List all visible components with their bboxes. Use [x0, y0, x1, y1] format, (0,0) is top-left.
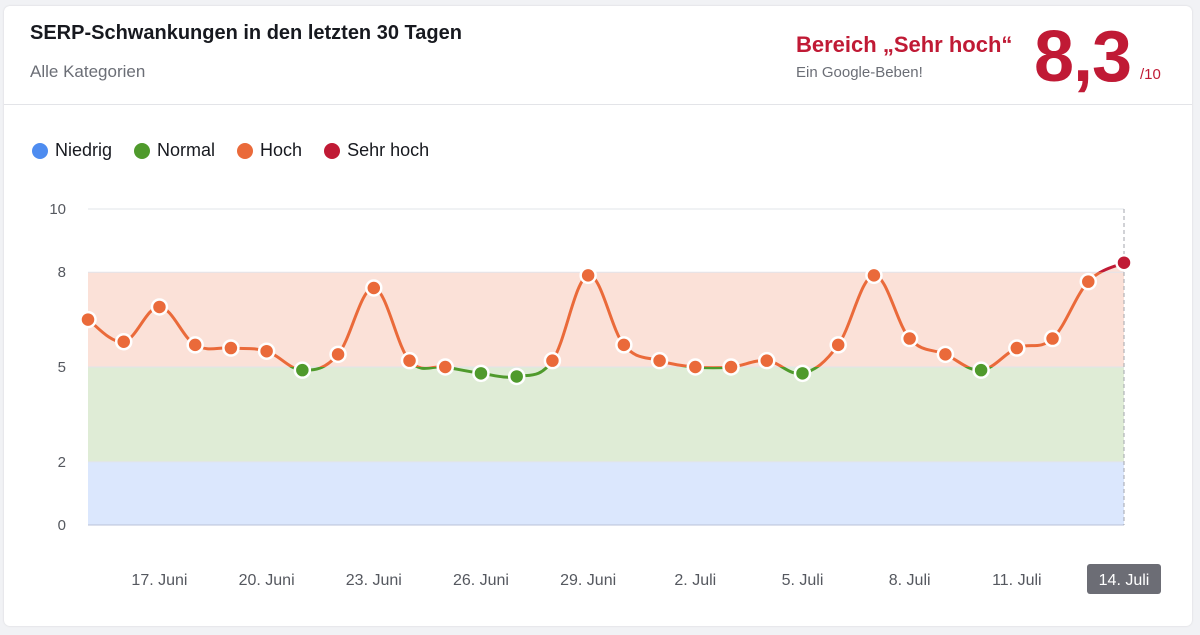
y-tick-label: 2 — [58, 454, 66, 471]
data-point — [829, 336, 847, 354]
score-max: /10 — [1140, 66, 1161, 83]
data-point — [293, 361, 312, 379]
x-tick-label: 5. Juli — [782, 572, 824, 589]
data-point — [650, 351, 669, 370]
legend-item-sehr-hoch[interactable]: Sehr hoch — [324, 140, 429, 161]
data-point — [329, 345, 347, 364]
legend-label: Normal — [157, 140, 216, 160]
x-tick-highlight — [1087, 564, 1161, 594]
data-point — [579, 266, 597, 285]
card-header: SERP-Schwankungen in den letzten 30 Tage… — [4, 6, 1192, 105]
data-point — [1079, 272, 1098, 291]
data-point — [615, 336, 633, 354]
x-tick-label: 29. Juni — [560, 572, 616, 589]
data-point — [686, 358, 705, 376]
x-tick-label: 26. Juni — [453, 572, 509, 589]
data-point — [793, 364, 812, 383]
band-normal — [88, 367, 1124, 462]
y-tick-label: 0 — [58, 517, 66, 534]
data-point — [722, 358, 740, 376]
y-tick-label: 10 — [49, 201, 66, 218]
card-title: SERP-Schwankungen in den letzten 30 Tage… — [30, 22, 462, 44]
legend-label: Sehr hoch — [347, 140, 430, 160]
data-point — [114, 332, 133, 351]
data-point — [222, 339, 240, 357]
legend-dot-icon — [324, 142, 341, 159]
data-point — [1043, 329, 1062, 348]
x-tick-label: 14. Juli — [1099, 572, 1150, 589]
legend-item-hoch[interactable]: Hoch — [237, 140, 302, 161]
data-point — [436, 358, 454, 376]
legend-label: Niedrig — [55, 140, 113, 160]
band-niedrig — [88, 461, 1124, 525]
data-point — [507, 367, 526, 386]
y-tick-label: 8 — [58, 264, 66, 281]
x-tick-label: 23. Juni — [346, 572, 402, 589]
x-tick-label: 2. Juli — [674, 572, 716, 589]
data-point — [900, 329, 919, 348]
data-point — [1008, 339, 1026, 357]
volatility-chart: 0 2 5 8 10 17. Juni 20. Juni 23. Juni 26. Juni 29… — [49, 201, 1161, 594]
data-point — [543, 351, 562, 370]
legend-item-normal[interactable]: Normal — [134, 140, 215, 161]
range-description: Ein Google-Beben! — [796, 64, 923, 81]
legend-label: Hoch — [260, 140, 303, 160]
data-point — [186, 336, 204, 354]
x-tick-label: 17. Juni — [131, 572, 187, 589]
data-point — [936, 345, 955, 364]
legend: Niedrig Normal Hoch Sehr hoch — [32, 140, 429, 161]
x-tick-label: 8. Juli — [889, 572, 931, 589]
data-point — [150, 298, 169, 316]
legend-dot-icon — [237, 142, 254, 159]
card-subtitle: Alle Kategorien — [30, 62, 146, 81]
data-point — [972, 361, 990, 379]
legend-dot-icon — [134, 142, 151, 159]
data-point — [865, 266, 883, 285]
serp-volatility-card: SERP-Schwankungen in den letzten 30 Tage… — [4, 6, 1192, 626]
data-point — [400, 351, 419, 370]
x-tick-label: 11. Juli — [992, 572, 1042, 589]
legend-dot-icon — [32, 142, 48, 159]
data-point — [758, 351, 776, 370]
x-tick-label: 20. Juni — [239, 572, 295, 589]
data-point — [365, 279, 383, 297]
data-point — [1115, 253, 1133, 272]
score-value: 8,3 — [1034, 17, 1132, 97]
y-tick-label: 5 — [58, 359, 66, 376]
data-point — [257, 342, 276, 360]
range-label: Bereich „Sehr hoch“ — [796, 32, 1013, 57]
legend-item-niedrig[interactable]: Niedrig — [32, 140, 112, 161]
data-point — [79, 310, 97, 329]
data-point — [472, 364, 490, 383]
